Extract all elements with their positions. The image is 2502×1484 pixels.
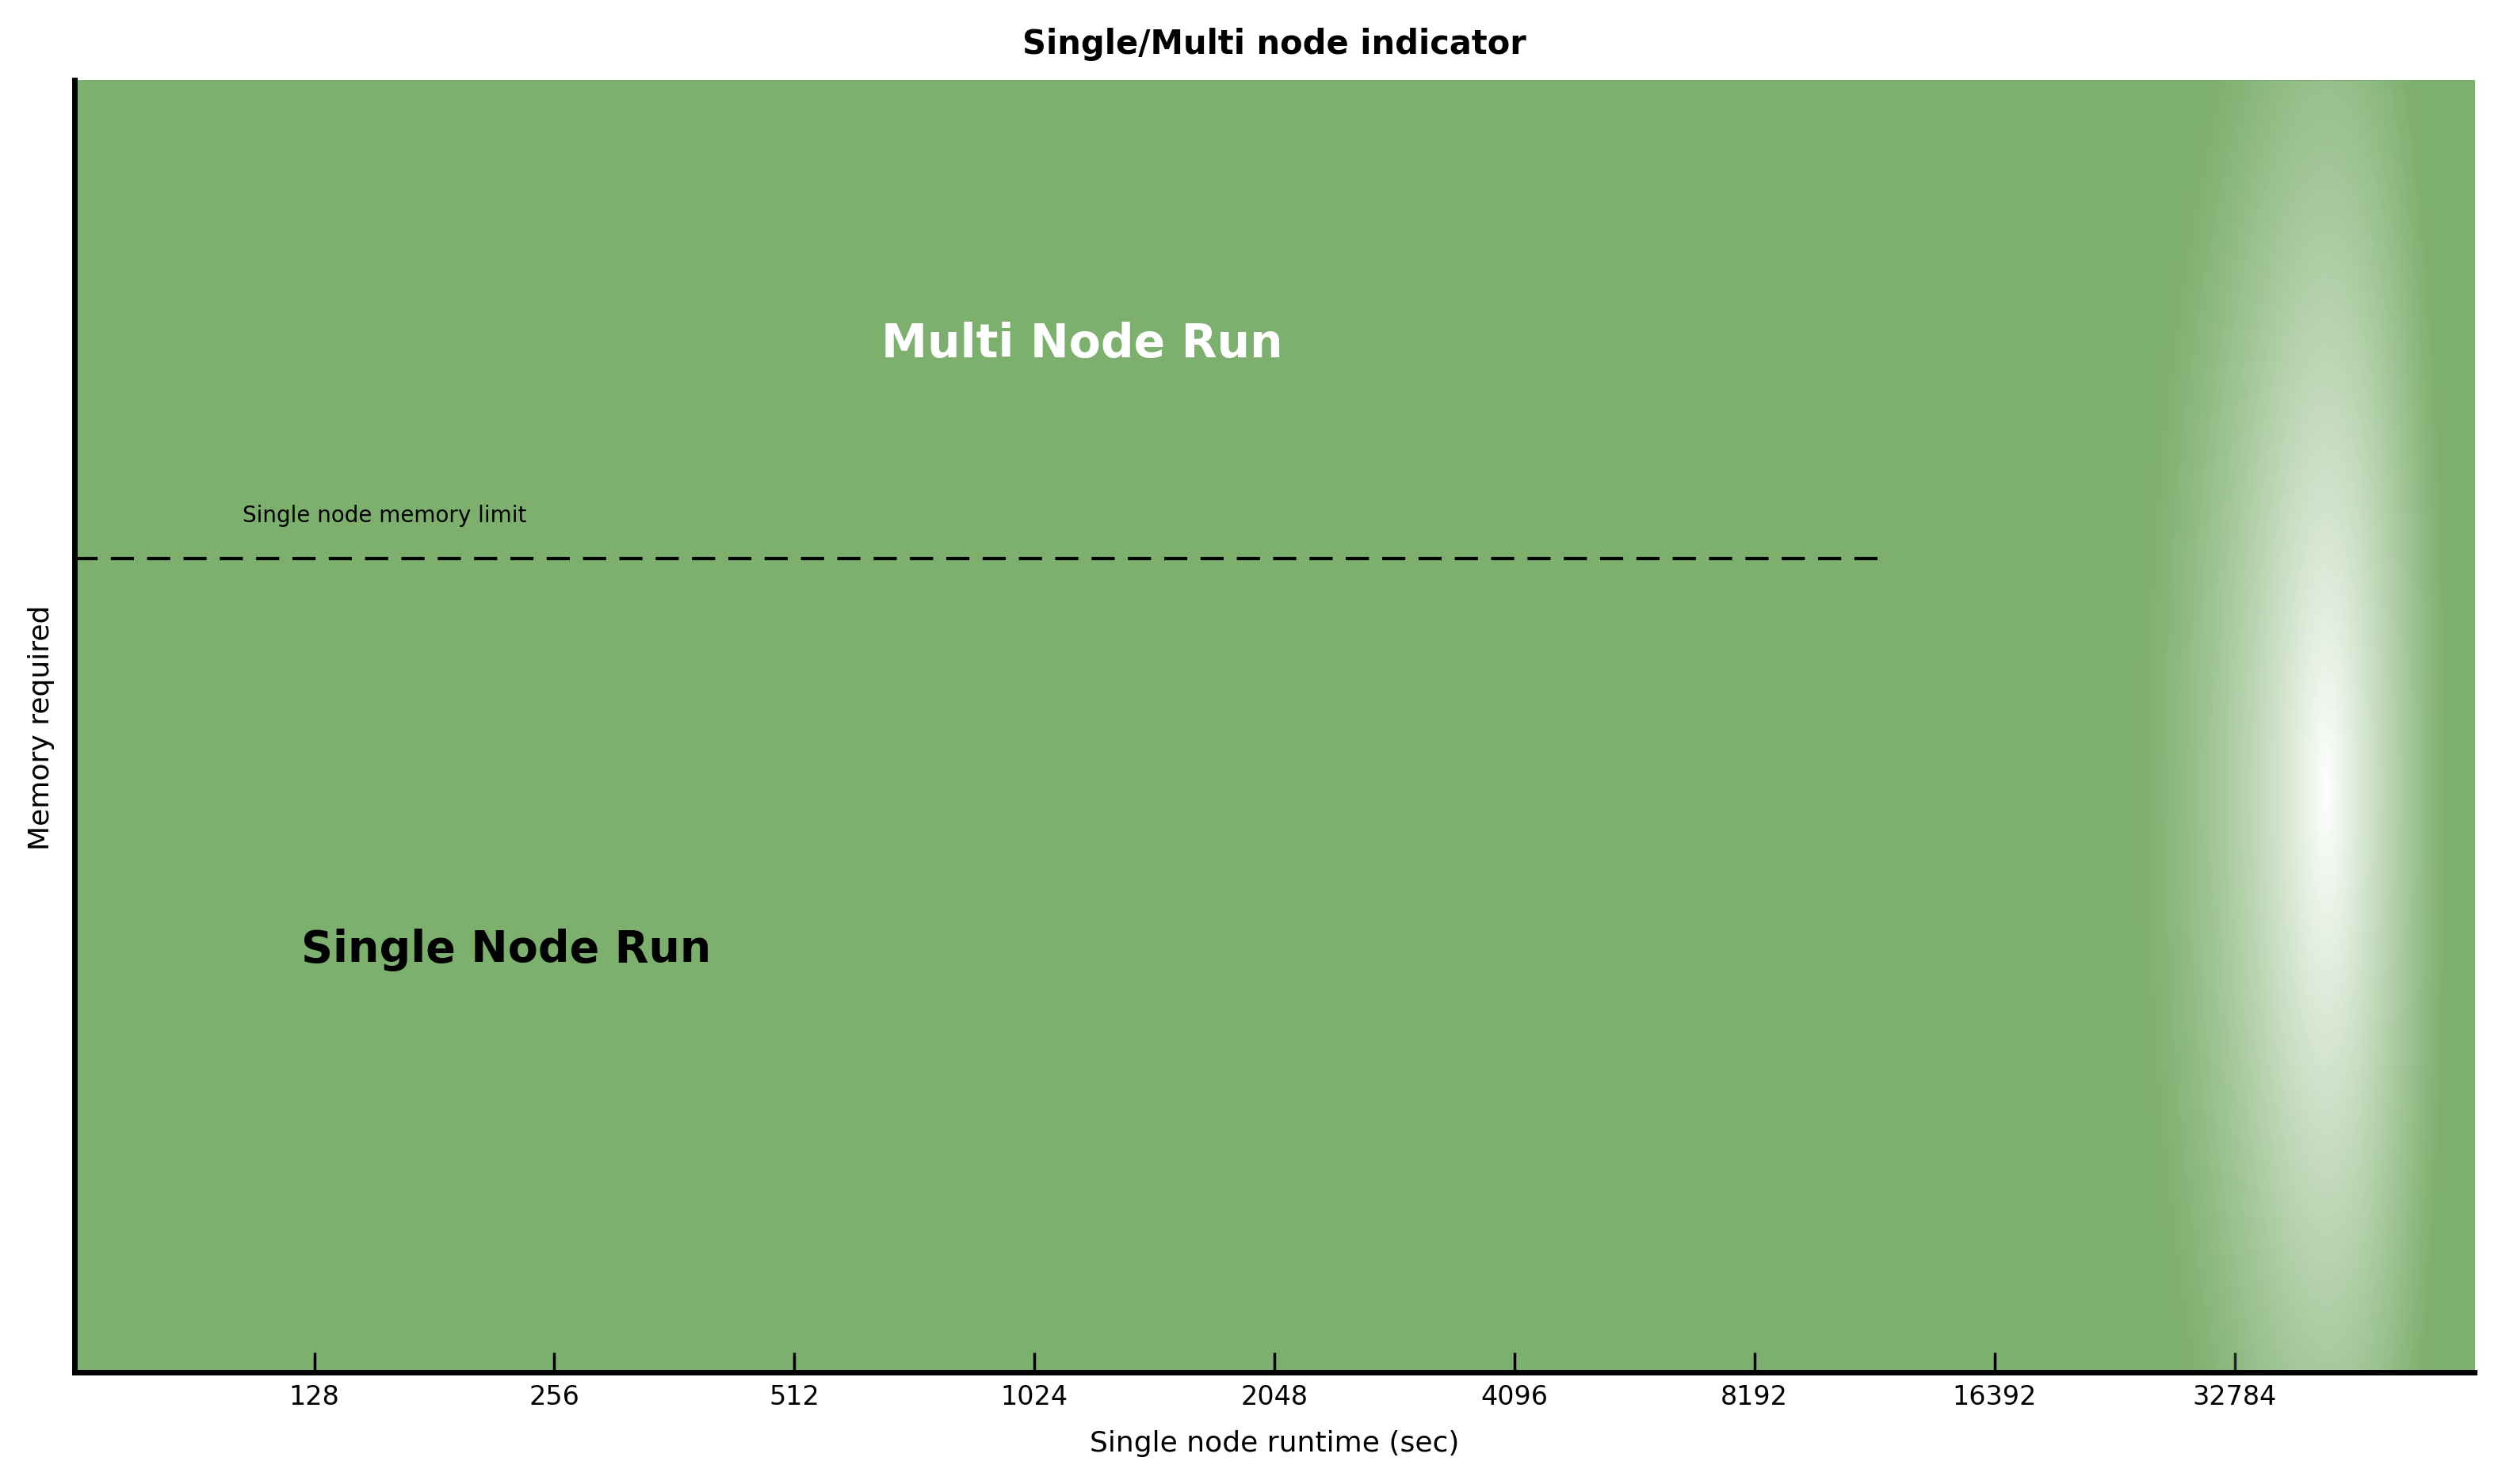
Text: Single node memory limit: Single node memory limit: [243, 505, 525, 527]
Text: Multi Node Run: Multi Node Run: [881, 322, 1284, 367]
Title: Single/Multi node indicator: Single/Multi node indicator: [1023, 28, 1526, 61]
X-axis label: Single node runtime (sec): Single node runtime (sec): [1088, 1429, 1459, 1456]
Text: Single Node Run: Single Node Run: [300, 928, 711, 971]
Y-axis label: Memory required: Memory required: [28, 604, 55, 849]
